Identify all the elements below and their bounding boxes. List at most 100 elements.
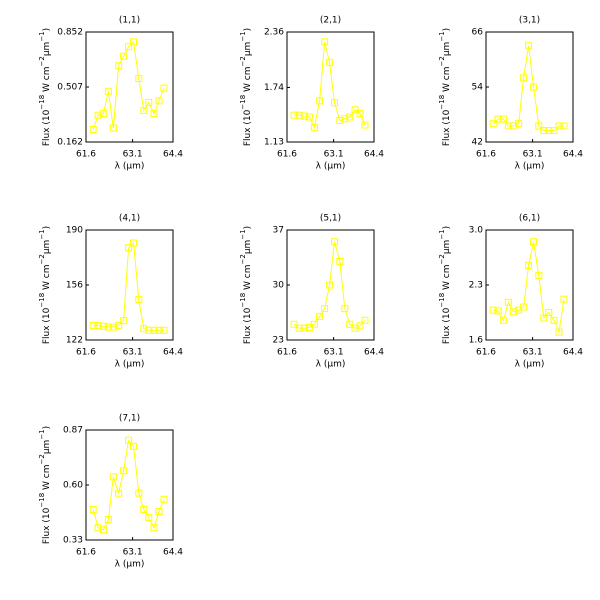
- panel-title: (5,1): [320, 214, 341, 224]
- data-marker: [99, 322, 107, 330]
- data-marker: [504, 298, 512, 306]
- y-axis-label-part: ): [243, 226, 253, 230]
- data-marker: [326, 281, 334, 289]
- data-marker: [540, 127, 548, 135]
- x-tick-label: 64.4: [364, 150, 384, 160]
- data-marker: [305, 113, 313, 121]
- x-tick-label: 63.1: [123, 348, 143, 358]
- x-tick-label: 61.6: [476, 348, 496, 358]
- data-marker: [494, 115, 502, 123]
- y-axis-label-superscript: −2: [239, 56, 247, 66]
- data-marker: [120, 317, 128, 325]
- data-marker: [109, 473, 117, 481]
- data-marker: [99, 526, 107, 534]
- y-tick-label: 190: [66, 226, 83, 236]
- data-marker: [104, 516, 112, 524]
- y-tick-label: 30: [273, 281, 285, 291]
- y-tick-label: 0.852: [57, 28, 83, 38]
- y-tick-label: 1.13: [264, 138, 284, 148]
- data-marker: [550, 127, 558, 135]
- y-axis-label-superscript: −18: [38, 95, 46, 110]
- plot-frame: [85, 31, 174, 143]
- x-tick-label: 64.4: [163, 348, 183, 358]
- data-marker: [140, 505, 148, 513]
- y-axis-label-part: ): [442, 28, 452, 32]
- y-tick-label: 54: [472, 83, 484, 93]
- y-axis-label-part: ): [42, 28, 52, 32]
- y-axis-label-part: μm: [42, 240, 52, 255]
- data-marker: [310, 124, 318, 132]
- y-axis-label-superscript: −1: [438, 229, 446, 239]
- x-tick-label: 63.1: [123, 150, 143, 160]
- data-marker: [115, 321, 123, 329]
- y-axis-label-part: Flux (10: [442, 109, 452, 146]
- panel: (3,1) λ (μm) Flux (10−18 W cm−2μm−1) 61.6 63…: [438, 16, 583, 172]
- data-marker: [109, 124, 117, 132]
- data-marker: [94, 111, 102, 119]
- data-marker: [535, 272, 543, 280]
- y-axis-label-superscript: −18: [38, 293, 46, 308]
- data-marker: [509, 122, 517, 130]
- data-marker: [300, 112, 308, 120]
- data-marker: [155, 97, 163, 105]
- y-axis-label: Flux (10−18 W cm−2μm−1): [239, 28, 253, 146]
- y-axis-label: Flux (10−18 W cm−2μm−1): [38, 426, 52, 544]
- data-marker: [550, 316, 558, 324]
- data-marker: [300, 324, 308, 332]
- y-tick-label: 3.0: [469, 226, 484, 236]
- data-marker: [326, 58, 334, 66]
- data-marker: [530, 238, 538, 246]
- data-marker: [489, 120, 497, 128]
- data-marker: [89, 126, 97, 134]
- y-axis-label-part: W cm: [42, 67, 52, 95]
- x-tick-label: 63.1: [523, 150, 543, 160]
- y-axis-label-superscript: −2: [38, 254, 46, 264]
- data-marker: [150, 110, 158, 118]
- y-axis-label-part: μm: [442, 240, 452, 255]
- y-axis-label-part: μm: [42, 440, 52, 455]
- data-marker: [525, 42, 533, 50]
- y-axis-label-superscript: −2: [438, 254, 446, 264]
- x-axis-label: λ (μm): [115, 560, 145, 570]
- data-marker: [509, 308, 517, 316]
- y-axis-label-part: ): [42, 426, 52, 430]
- x-axis-label: λ (μm): [316, 162, 346, 172]
- y-tick-label: 42: [472, 138, 483, 148]
- data-marker: [555, 328, 563, 336]
- data-marker: [130, 442, 138, 450]
- panel: (6,1) λ (μm) Flux (10−18 W cm−2μm−1) 61.6 63…: [438, 214, 583, 370]
- data-marker: [341, 115, 349, 123]
- y-axis-label-superscript: −2: [38, 56, 46, 66]
- x-tick-label: 64.4: [563, 150, 583, 160]
- data-marker: [89, 321, 97, 329]
- panel-title: (4,1): [119, 214, 140, 224]
- data-marker: [104, 87, 112, 95]
- data-marker: [150, 326, 158, 334]
- y-axis-label: Flux (10−18 W cm−2μm−1): [438, 28, 452, 146]
- data-marker: [140, 106, 148, 114]
- data-marker: [560, 295, 568, 303]
- y-axis-label-part: μm: [243, 240, 253, 255]
- data-line: [493, 241, 565, 334]
- data-marker: [351, 324, 359, 332]
- data-line: [492, 45, 564, 132]
- y-axis-label-part: μm: [42, 42, 52, 57]
- data-marker: [540, 314, 548, 322]
- y-tick-label: 0.87: [63, 426, 83, 436]
- y-axis-label-part: W cm: [42, 265, 52, 293]
- y-tick-label: 0.60: [63, 481, 83, 491]
- x-axis-label: λ (μm): [515, 162, 545, 172]
- data-marker: [560, 122, 568, 130]
- y-axis-label-superscript: −1: [438, 31, 446, 41]
- data-marker: [336, 257, 344, 265]
- y-axis-label-superscript: −18: [438, 95, 446, 110]
- x-tick-label: 61.6: [476, 150, 496, 160]
- data-marker: [145, 514, 153, 522]
- x-tick-label: 64.4: [163, 150, 183, 160]
- data-marker: [310, 320, 318, 328]
- data-marker: [316, 97, 324, 105]
- y-axis-label-part: μm: [442, 42, 452, 57]
- y-axis-label-superscript: −2: [239, 254, 247, 264]
- y-tick-label: 2.3: [469, 281, 483, 291]
- data-marker: [94, 524, 102, 532]
